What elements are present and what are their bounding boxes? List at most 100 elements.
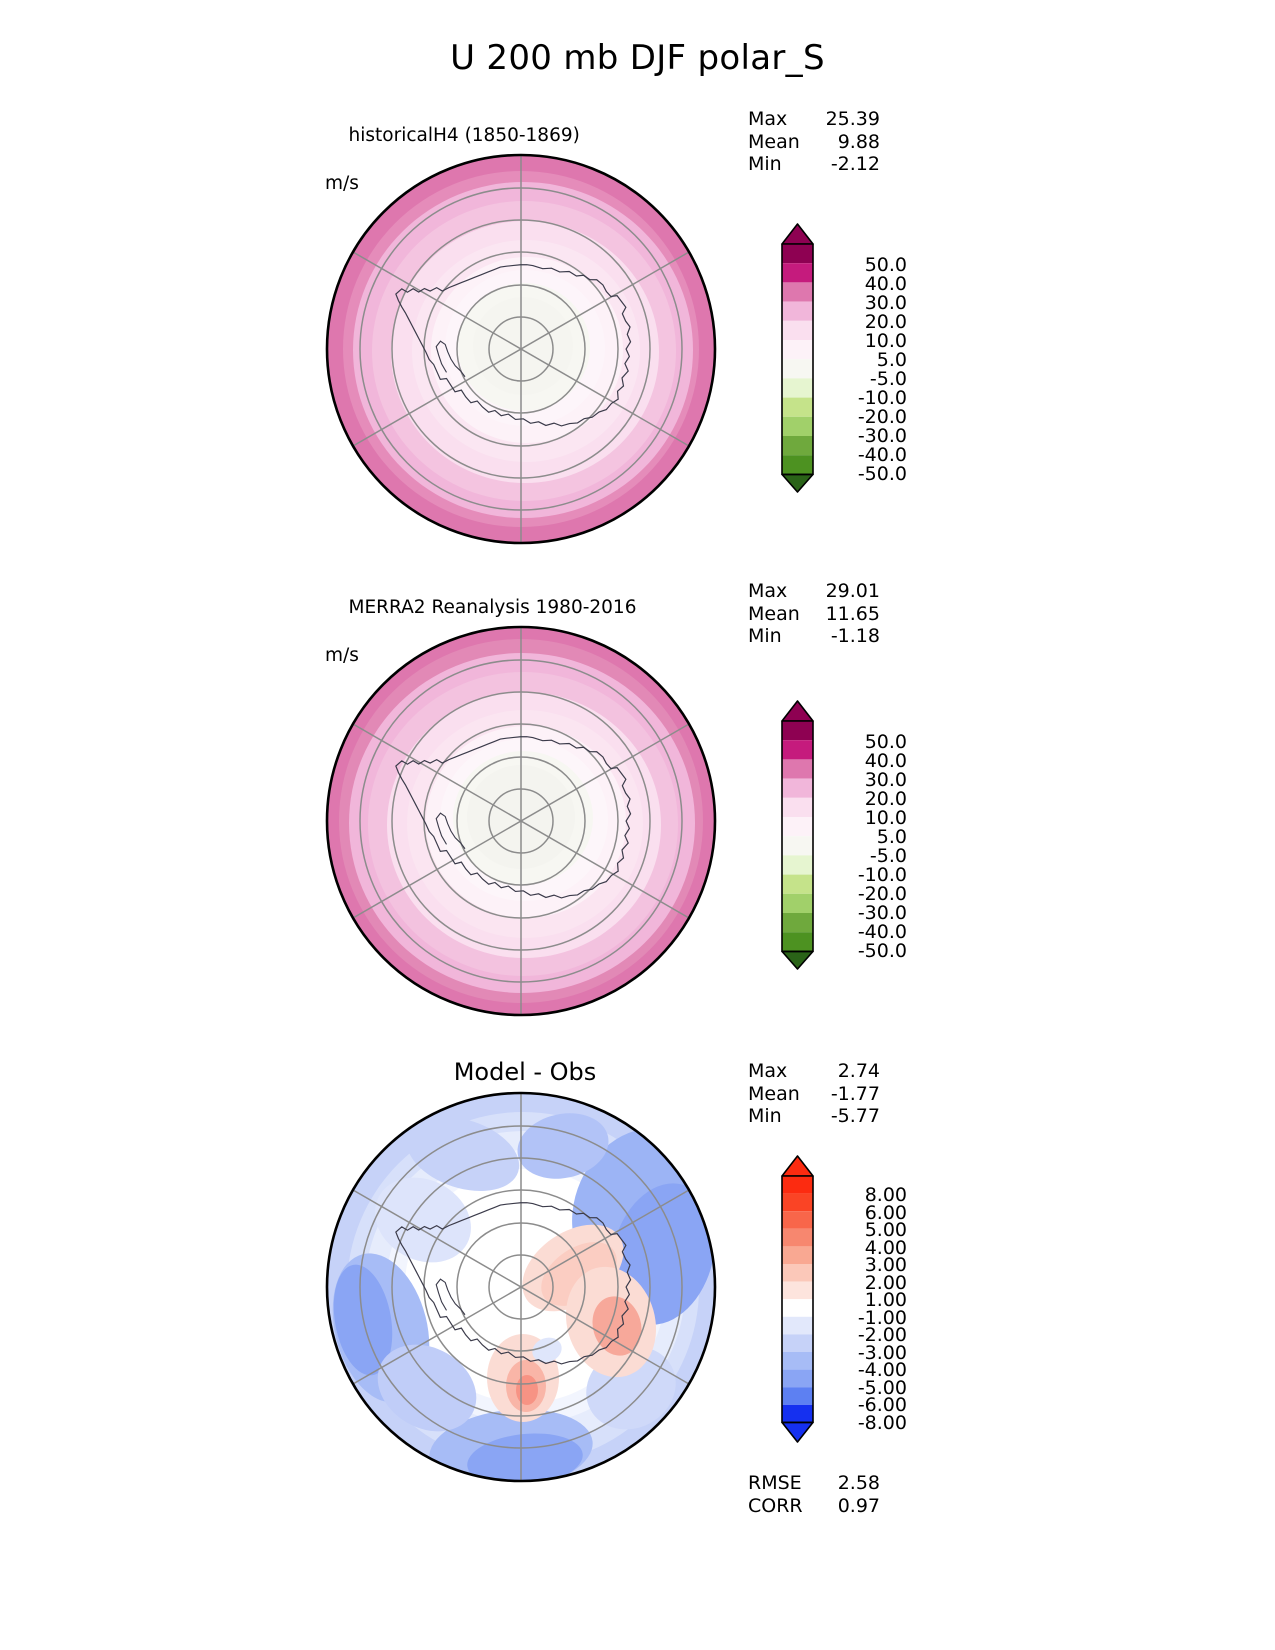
panel-observations-units: m/s [325, 645, 359, 666]
cbar-tick: 20.0 [864, 788, 907, 810]
stat-min-value: -5.77 [830, 1105, 880, 1127]
panel-model-title: historicalH4 (1850-1869) [348, 125, 580, 146]
cbar-tick: 20.0 [864, 311, 907, 333]
colorbar-observations-svg [781, 700, 814, 970]
antarctica-coastline [380, 1184, 642, 1375]
stat-max-value: 25.39 [825, 108, 880, 130]
cbar-tick: -8.00 [857, 1412, 907, 1434]
stat-mean-value: 11.65 [825, 602, 880, 625]
colorbar-model: 50.0 40.0 30.0 20.0 10.0 5.0 -5.0 -10.0 … [779, 218, 907, 496]
polar-map-difference [311, 1088, 731, 1488]
cbar-tick: 5.0 [876, 349, 907, 371]
stat-max: Max 29.01 [748, 580, 880, 603]
panel-difference-title: Model - Obs [453, 1058, 597, 1086]
cbar-tick: 8.00 [864, 1184, 907, 1206]
polar-map-svg [325, 1091, 717, 1483]
cbar-tick: 6.00 [864, 1202, 907, 1224]
cbar-tick: -20.0 [857, 883, 907, 905]
cbar-tick: -20.0 [857, 406, 907, 428]
stat-mean: Mean -1.77 [748, 1083, 880, 1106]
stat-mean-label: Mean [748, 1082, 800, 1105]
cbar-tick: -2.00 [857, 1324, 907, 1346]
panel-model-units: m/s [325, 173, 359, 194]
cbar-tick: 40.0 [864, 273, 907, 295]
stat-corr-value: 0.97 [837, 1494, 880, 1517]
cbar-tick: 50.0 [864, 731, 907, 753]
stat-max-label: Max [748, 580, 788, 602]
cbar-tick: 30.0 [864, 292, 907, 314]
stat-min: Min -1.18 [748, 625, 880, 648]
panel-observations-heading: MERRA2 Reanalysis 1980-2016 m/s [325, 572, 636, 716]
cbar-tick: 3.00 [864, 1254, 907, 1276]
stat-mean: Mean 9.88 [748, 131, 880, 154]
cbar-tick: -30.0 [857, 425, 907, 447]
colorbar-observations: 50.0 40.0 30.0 20.0 10.0 5.0 -5.0 -10.0 … [779, 695, 907, 973]
cbar-tick: 5.0 [876, 826, 907, 848]
colorbar-model-svg [781, 223, 814, 493]
polar-map-model [311, 150, 731, 550]
cbar-tick: -5.00 [857, 1377, 907, 1399]
stat-mean: Mean 11.65 [748, 603, 880, 626]
stat-mean-value: -1.77 [830, 1082, 880, 1105]
cbar-tick: -10.0 [857, 864, 907, 886]
cbar-tick: 1.00 [864, 1289, 907, 1311]
cbar-tick: 10.0 [864, 330, 907, 352]
polar-map-svg [325, 153, 717, 545]
stat-min: Min -5.77 [748, 1105, 880, 1128]
stat-min-label: Min [748, 1105, 782, 1127]
stat-min-label: Min [748, 153, 782, 175]
cbar-tick: 2.00 [864, 1272, 907, 1294]
cbar-tick: -5.0 [869, 368, 907, 390]
cbar-tick: 4.00 [864, 1237, 907, 1259]
stat-rmse-label: RMSE [748, 1472, 802, 1494]
cbar-tick: -5.0 [869, 845, 907, 867]
cbar-tick: -6.00 [857, 1394, 907, 1416]
polar-map-observations [311, 622, 731, 1022]
stat-max-label: Max [748, 108, 788, 130]
panel-observations-title: MERRA2 Reanalysis 1980-2016 [348, 597, 637, 618]
stat-corr-label: CORR [748, 1494, 803, 1517]
figure-title: U 200 mb DJF polar_S [450, 38, 825, 78]
cbar-tick: 30.0 [864, 769, 907, 791]
stat-min-label: Min [748, 625, 782, 647]
stat-max-value: 2.74 [837, 1060, 880, 1082]
cbar-tick: 50.0 [864, 254, 907, 276]
graticule [352, 155, 690, 543]
graticule [352, 627, 690, 1015]
stat-corr: CORR 0.97 [748, 1495, 880, 1518]
cbar-tick: -30.0 [857, 902, 907, 924]
panel-model-heading: historicalH4 (1850-1869) m/s [325, 100, 580, 244]
stat-min: Min -2.12 [748, 153, 880, 176]
cbar-tick: 5.00 [864, 1219, 907, 1241]
map-boundary [325, 625, 717, 1017]
stat-min-value: -1.18 [830, 625, 880, 647]
antarctica-coastline [380, 246, 642, 437]
stat-max-value: 29.01 [825, 580, 880, 602]
stat-max-label: Max [748, 1060, 788, 1082]
colorbar-difference-svg [781, 1155, 814, 1443]
polar-map-svg [325, 625, 717, 1017]
stat-mean-value: 9.88 [837, 130, 880, 153]
panel-model-stats: Max 25.39 Mean 9.88 Min -2.12 [748, 108, 880, 176]
cbar-tick: -50.0 [857, 940, 907, 962]
stat-max: Max 25.39 [748, 108, 880, 131]
cbar-tick: -40.0 [857, 921, 907, 943]
map-boundary [325, 153, 717, 545]
map-boundary [325, 1091, 717, 1483]
stat-rmse-value: 2.58 [837, 1472, 880, 1494]
cbar-tick: -4.00 [857, 1359, 907, 1381]
panel-observations-stats: Max 29.01 Mean 11.65 Min -1.18 [748, 580, 880, 648]
cbar-tick: 10.0 [864, 807, 907, 829]
panel-difference-stats: Max 2.74 Mean -1.77 Min -5.77 [748, 1060, 880, 1128]
cbar-tick: -40.0 [857, 444, 907, 466]
colorbar-difference: 8.00 6.00 5.00 4.00 3.00 2.00 1.00 -1.00… [779, 1152, 907, 1448]
cbar-tick: -1.00 [857, 1307, 907, 1329]
cbar-tick: -50.0 [857, 463, 907, 485]
stat-max: Max 2.74 [748, 1060, 880, 1083]
antarctica-coastline [380, 718, 642, 909]
stat-rmse: RMSE 2.58 [748, 1472, 880, 1495]
cbar-tick: -3.00 [857, 1342, 907, 1364]
stat-min-value: -2.12 [830, 153, 880, 175]
stat-mean-label: Mean [748, 602, 800, 625]
cbar-tick: 40.0 [864, 750, 907, 772]
